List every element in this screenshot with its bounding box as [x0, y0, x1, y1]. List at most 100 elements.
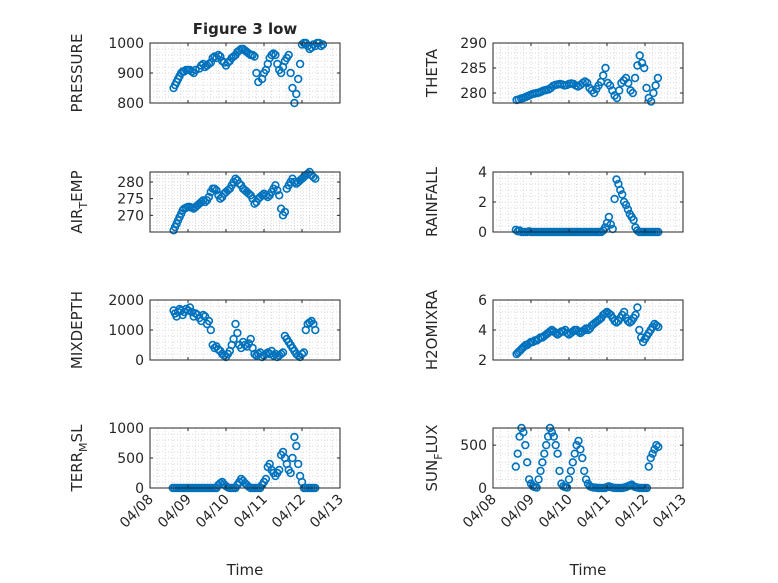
y-tick-label: 4	[478, 165, 487, 181]
y-tick-label: 1000	[108, 36, 144, 52]
data-point	[513, 449, 522, 458]
data-point	[246, 334, 255, 344]
data-point	[574, 436, 583, 446]
data-point	[197, 61, 206, 70]
data-point	[642, 83, 651, 93]
data-point	[214, 50, 223, 60]
x-tick-label: 04/13	[307, 492, 347, 532]
data-point	[280, 207, 290, 217]
data-point	[568, 327, 577, 336]
data-point	[606, 220, 615, 229]
data-point	[299, 348, 309, 357]
data-point	[654, 442, 663, 452]
data-point	[649, 88, 658, 98]
y-axis-label: SUNFLUX	[423, 425, 445, 492]
data-point	[290, 432, 299, 442]
data-point	[295, 59, 305, 69]
data-point	[250, 52, 259, 61]
axes-frame	[492, 42, 684, 104]
data-point	[646, 97, 656, 106]
data-point	[309, 172, 318, 182]
y-axis-label: PRESSURE	[68, 34, 86, 113]
y-tick-label: 280	[117, 175, 144, 191]
y-axis-label: TERRMSL	[68, 424, 90, 493]
data-point	[231, 319, 240, 329]
figure-title: Figure 3 low	[193, 20, 298, 38]
subplot-5: 0 1000 2000 MIXDEPTH	[68, 291, 341, 369]
data-point	[651, 81, 660, 90]
data-point	[540, 449, 549, 458]
x-tick-label: 04/11	[231, 492, 271, 532]
y-axis-label: RAINFALL	[423, 166, 441, 237]
data-point	[536, 466, 545, 476]
data-point	[294, 459, 303, 469]
data-point	[240, 340, 250, 350]
data-point	[610, 194, 619, 204]
y-tick-label: 2	[478, 195, 487, 211]
data-point	[288, 453, 297, 463]
x-tick-label: 04/09	[498, 492, 538, 532]
data-point	[284, 50, 293, 60]
x-tick-label: 04/09	[155, 492, 195, 532]
data-point	[519, 428, 528, 437]
data-point	[311, 325, 320, 335]
data-point	[617, 190, 627, 199]
y-tick-label: 800	[117, 96, 144, 112]
data-point	[204, 316, 214, 326]
data-point	[612, 175, 621, 184]
y-tick-label: 270	[117, 208, 144, 224]
data-point	[555, 466, 564, 476]
data-point	[294, 74, 303, 84]
y-tick-label: 500	[117, 451, 144, 467]
data-point	[511, 462, 520, 471]
x-tick-label: 04/12	[269, 492, 309, 532]
data-point	[652, 440, 661, 450]
data-point	[275, 191, 284, 200]
data-point	[187, 67, 197, 76]
y-axis-label: THETA	[423, 48, 441, 98]
data-point	[612, 93, 622, 103]
data-point	[621, 200, 631, 210]
data-point	[210, 52, 219, 61]
y-tick-label: 0	[478, 225, 487, 241]
data-point	[576, 445, 585, 454]
data-point	[522, 458, 532, 467]
data-point	[233, 328, 242, 338]
data-point	[578, 453, 587, 463]
data-point	[229, 334, 238, 344]
data-point	[604, 212, 614, 222]
axes-frame	[149, 171, 341, 233]
y-axis-label: MIXDEPTH	[68, 291, 86, 369]
data-point	[248, 50, 257, 60]
y-tick-label: 6	[478, 293, 487, 309]
data-point	[199, 310, 208, 320]
y-tick-label: 290	[460, 36, 487, 52]
data-point	[579, 466, 589, 476]
data-point	[646, 453, 655, 463]
x-axis-label: Time	[569, 561, 607, 579]
data-point	[275, 465, 284, 475]
data-point	[564, 475, 574, 484]
x-tick-label: 04/10	[193, 492, 233, 532]
data-point	[568, 458, 577, 467]
data-point	[273, 186, 282, 195]
data-point	[185, 303, 195, 312]
y-tick-label: 4	[478, 323, 487, 339]
data-point	[292, 89, 301, 99]
data-point	[305, 318, 314, 327]
data-point	[551, 440, 560, 450]
data-point	[252, 68, 261, 78]
data-point	[521, 440, 530, 450]
data-point	[204, 192, 214, 202]
data-point	[566, 466, 576, 476]
data-point	[216, 52, 225, 61]
data-point	[271, 50, 280, 60]
data-point	[269, 351, 278, 360]
y-tick-label: 285	[460, 61, 487, 77]
data-point	[653, 73, 663, 83]
x-tick-label: 04/08	[117, 492, 157, 532]
data-point	[635, 51, 644, 60]
axes-frame	[492, 427, 684, 489]
data-point	[547, 428, 557, 437]
